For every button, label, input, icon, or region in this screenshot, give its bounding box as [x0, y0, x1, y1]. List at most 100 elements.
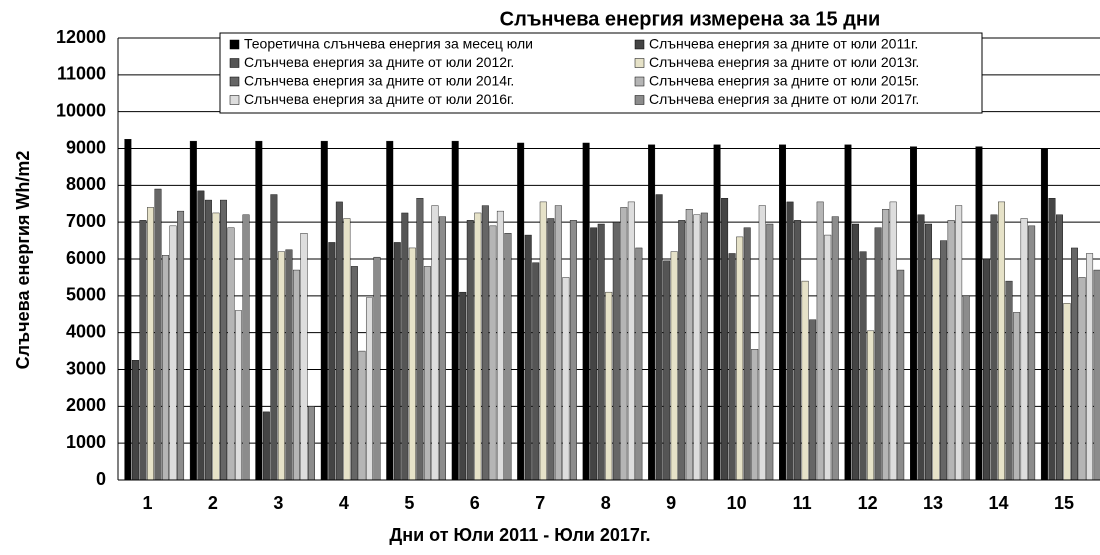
- bar: [262, 411, 270, 481]
- bar: [292, 269, 300, 481]
- bar: [728, 253, 736, 481]
- x-tick-label: 6: [470, 493, 480, 513]
- bar: [423, 266, 431, 481]
- bar: [343, 218, 351, 481]
- bar: [416, 198, 424, 481]
- bar: [285, 249, 293, 481]
- bar: [962, 295, 970, 481]
- x-tick-label: 13: [923, 493, 943, 513]
- bar: [466, 220, 474, 481]
- bar: [408, 247, 416, 481]
- bar: [844, 144, 852, 481]
- legend-swatch: [634, 95, 645, 105]
- legend-swatch: [229, 58, 240, 68]
- bar: [990, 214, 998, 481]
- bar: [219, 199, 227, 481]
- bar: [736, 236, 744, 481]
- legend-swatch: [229, 95, 240, 105]
- bar: [554, 205, 562, 481]
- bar: [874, 227, 882, 481]
- bar: [438, 216, 446, 481]
- legend-label: Слънчева енергия за дните от юли 2016г.: [244, 91, 514, 107]
- bar: [474, 212, 482, 481]
- bar: [277, 251, 285, 481]
- legend-box: [219, 32, 983, 114]
- legend-label: Слънчева енергия за дните от юли 2014г.: [244, 73, 514, 89]
- bar: [204, 199, 212, 481]
- legend-swatch: [634, 76, 645, 87]
- x-tick-label: 4: [339, 493, 349, 513]
- bar: [713, 144, 721, 481]
- x-tick-label: 3: [273, 493, 283, 513]
- bar: [562, 277, 570, 481]
- bar: [670, 251, 678, 481]
- bar: [590, 227, 598, 481]
- legend-label: Теоретична слънчева енергия за месец юли: [244, 36, 533, 52]
- bar: [824, 234, 832, 481]
- bar: [489, 225, 497, 481]
- bar: [743, 227, 751, 481]
- y-axis-label: Слъчева енергия Wh/m2: [13, 151, 33, 370]
- y-tick-label: 11000: [57, 64, 106, 84]
- bar: [852, 223, 860, 481]
- bar: [910, 146, 917, 481]
- x-tick-label: 1: [142, 493, 152, 513]
- bar: [139, 220, 147, 481]
- bar: [504, 233, 512, 481]
- x-tick-label: 12: [858, 493, 878, 513]
- bar: [496, 210, 504, 481]
- bar: [831, 216, 839, 481]
- bar: [1063, 303, 1071, 481]
- bar: [1093, 269, 1100, 481]
- bar: [451, 140, 459, 481]
- bar: [524, 234, 532, 481]
- bar: [365, 297, 373, 481]
- bar: [547, 218, 555, 481]
- legend-label: Слънчева енергия за дните от юли 2011г.: [649, 36, 918, 52]
- legend-label: Слънчева енергия за дните от юли 2015г.: [649, 73, 919, 89]
- bar: [998, 201, 1006, 481]
- bar: [1071, 247, 1078, 481]
- bar: [597, 223, 605, 481]
- bar: [925, 223, 933, 481]
- chart-title: Слънчева енергия измерена за 15 дни: [500, 8, 881, 30]
- legend-swatch: [634, 39, 645, 50]
- bar: [532, 262, 540, 481]
- bar: [816, 201, 824, 481]
- bar: [867, 330, 875, 481]
- y-tick-label: 0: [96, 469, 106, 489]
- bar: [751, 349, 759, 481]
- bar: [197, 190, 205, 481]
- bar: [766, 223, 774, 481]
- bar: [917, 214, 925, 481]
- legend-label: Слънчева енергия за дните от юли 2013г.: [649, 54, 919, 70]
- legend-swatch: [634, 58, 645, 68]
- bar: [663, 260, 671, 481]
- bar: [335, 201, 343, 481]
- bar: [612, 221, 620, 481]
- bar: [786, 201, 794, 481]
- x-tick-label: 2: [208, 493, 218, 513]
- bar: [169, 225, 177, 481]
- legend-label: Слънчева енергия за дните от юли 2012г.: [244, 54, 514, 70]
- bar: [459, 291, 467, 481]
- x-tick-label: 8: [601, 493, 611, 513]
- bar: [582, 142, 590, 481]
- x-tick-label: 14: [989, 493, 1009, 513]
- y-tick-label: 5000: [66, 285, 106, 305]
- bar: [983, 258, 990, 481]
- bar: [794, 220, 802, 481]
- bar: [975, 146, 983, 481]
- x-tick-label: 10: [727, 493, 747, 513]
- bar: [270, 194, 278, 481]
- y-tick-label: 4000: [66, 321, 106, 341]
- bar: [481, 205, 489, 481]
- bar: [393, 242, 401, 481]
- bar: [131, 360, 139, 481]
- bar: [255, 140, 263, 481]
- bar: [300, 233, 308, 481]
- bar: [758, 205, 766, 481]
- bar: [235, 310, 242, 481]
- bar: [620, 207, 628, 481]
